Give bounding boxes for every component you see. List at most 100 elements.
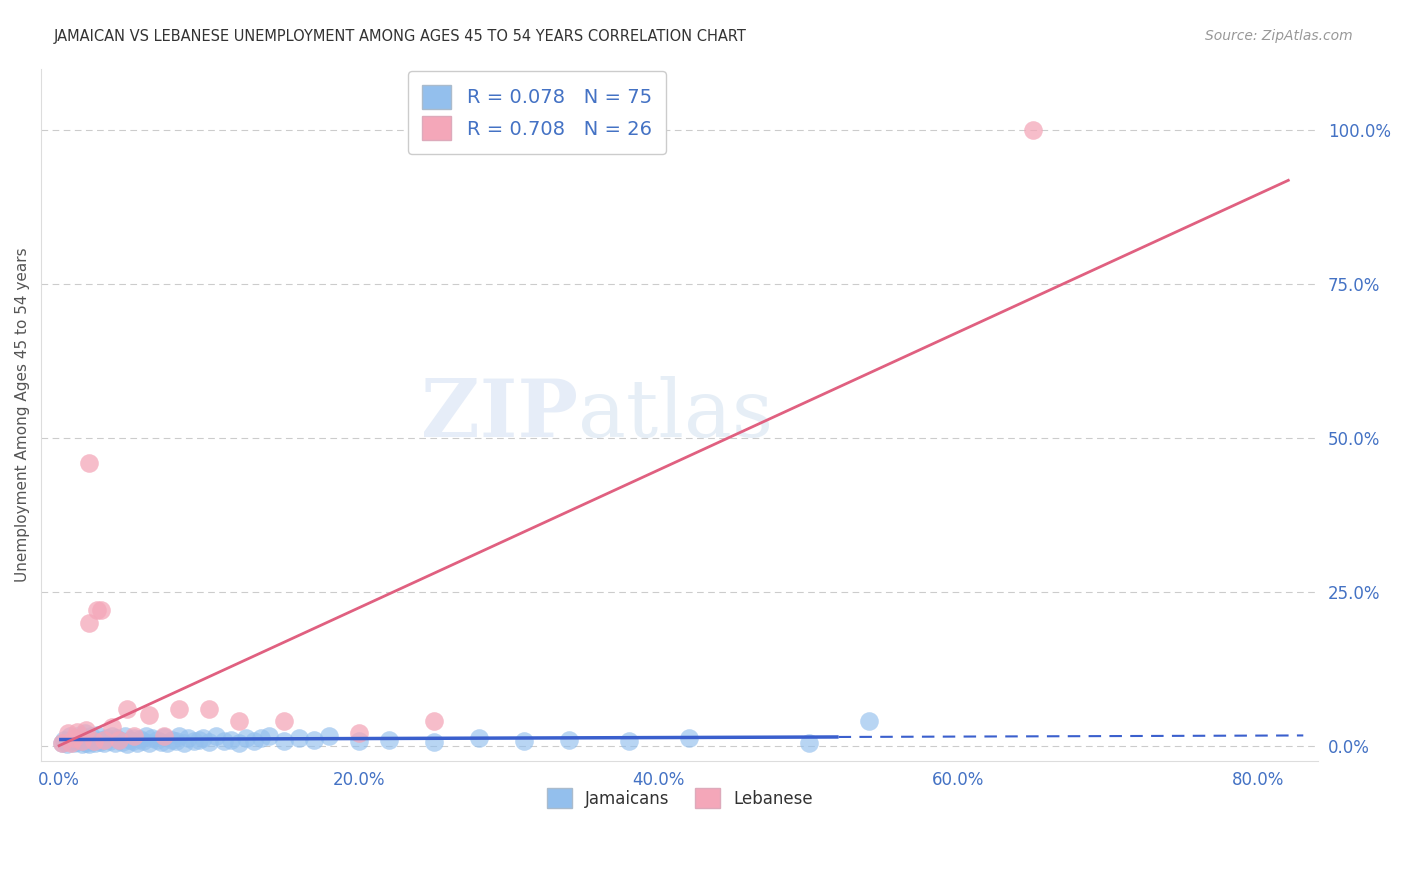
Point (86, 603, 108, 617)
Text: atlas: atlas (578, 376, 773, 454)
Point (77, 456, 100, 470)
Point (228, 736, 250, 750)
Point (125, 736, 148, 750)
Point (221, 732, 243, 747)
Point (243, 734, 266, 748)
Point (122, 730, 145, 744)
Point (122, 731, 145, 745)
Point (63, 736, 86, 750)
Point (153, 730, 176, 744)
Point (108, 733, 131, 747)
Text: Source: ZipAtlas.com: Source: ZipAtlas.com (1205, 29, 1353, 43)
Point (378, 732, 401, 747)
Point (84, 736, 107, 750)
Point (111, 735, 134, 749)
Point (423, 735, 446, 749)
Point (52, 732, 75, 747)
Point (98, 733, 121, 747)
Point (77, 615, 100, 630)
Point (177, 731, 200, 746)
Point (80, 733, 103, 747)
Point (63, 731, 86, 746)
Point (121, 734, 143, 748)
Point (145, 732, 167, 747)
Point (79, 730, 101, 744)
Point (72, 734, 94, 748)
Point (77, 737, 100, 751)
Point (100, 729, 122, 743)
Point (93, 732, 115, 747)
Point (69, 728, 91, 742)
Point (153, 730, 176, 744)
Point (115, 737, 138, 751)
Point (138, 736, 160, 750)
Point (150, 735, 173, 749)
Point (93, 736, 115, 750)
Point (76, 731, 98, 746)
Point (468, 731, 491, 746)
Legend: Jamaicans, Lebanese: Jamaicans, Lebanese (540, 781, 820, 815)
Point (66, 725, 89, 739)
Point (66, 735, 89, 749)
Point (165, 733, 187, 747)
Point (114, 730, 136, 744)
Point (858, 714, 880, 728)
Point (212, 733, 235, 747)
Text: JAMAICAN VS LEBANESE UNEMPLOYMENT AMONG AGES 45 TO 54 YEARS CORRELATION CHART: JAMAICAN VS LEBANESE UNEMPLOYMENT AMONG … (53, 29, 747, 44)
Point (678, 731, 700, 746)
Point (302, 732, 325, 747)
Point (558, 732, 581, 747)
Point (75, 723, 97, 738)
Point (167, 730, 190, 744)
Point (257, 730, 280, 744)
Point (797, 736, 820, 750)
Point (70, 737, 93, 751)
Point (138, 707, 160, 722)
Point (115, 702, 138, 716)
Point (135, 730, 157, 744)
Point (90, 732, 112, 747)
Point (70, 733, 93, 747)
Point (183, 734, 205, 748)
Point (58, 730, 80, 744)
Point (198, 735, 221, 749)
Y-axis label: Unemployment Among Ages 45 to 54 years: Unemployment Among Ages 45 to 54 years (15, 247, 30, 582)
Point (250, 731, 273, 746)
Point (347, 733, 370, 747)
Point (205, 730, 228, 744)
Point (56, 726, 79, 740)
Point (55, 737, 77, 751)
Point (73, 726, 96, 740)
Point (156, 736, 179, 750)
Point (423, 714, 446, 728)
Point (51, 736, 73, 750)
Point (1022, 123, 1045, 137)
Point (105, 731, 128, 746)
Point (288, 731, 311, 745)
Point (90, 603, 112, 617)
Point (129, 731, 152, 746)
Point (51, 736, 73, 750)
Point (273, 733, 295, 747)
Point (86, 728, 108, 742)
Point (173, 736, 195, 750)
Point (103, 736, 125, 750)
Point (273, 714, 295, 728)
Point (62, 733, 84, 747)
Point (89, 735, 111, 749)
Point (347, 726, 370, 740)
Point (513, 733, 536, 747)
Point (228, 714, 250, 728)
Point (191, 731, 214, 745)
Point (141, 731, 163, 746)
Point (187, 732, 209, 747)
Point (108, 732, 131, 747)
Point (167, 702, 190, 716)
Point (83, 733, 105, 747)
Point (60, 736, 83, 750)
Point (318, 730, 340, 744)
Point (100, 720, 122, 734)
Point (96, 731, 118, 746)
Point (235, 731, 257, 745)
Point (160, 732, 183, 747)
